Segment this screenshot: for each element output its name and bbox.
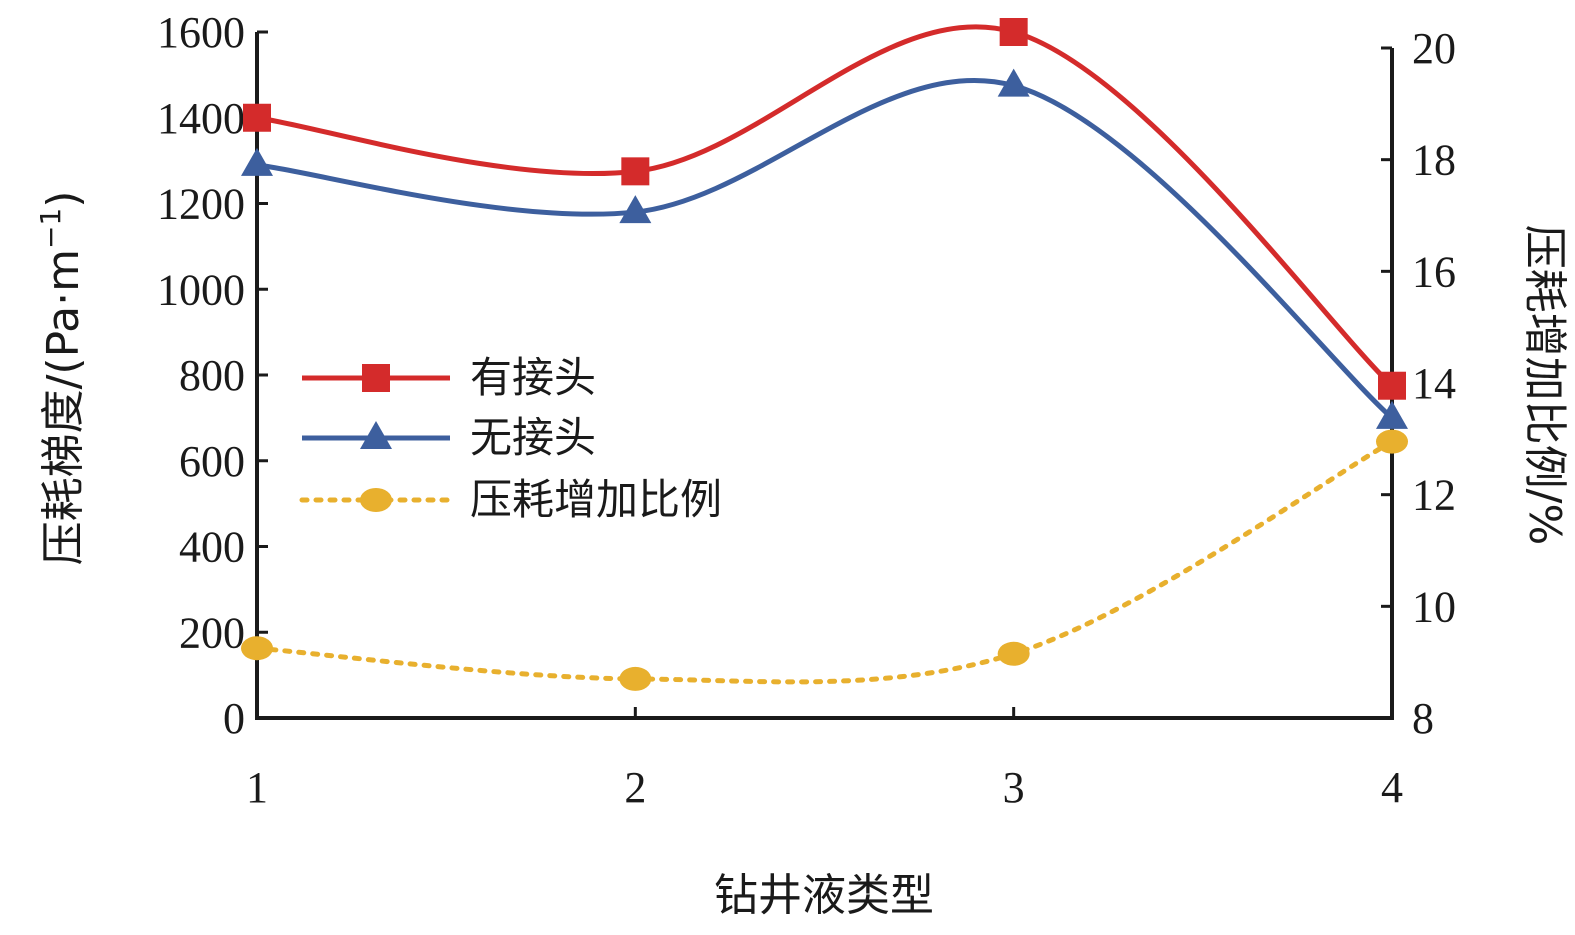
series-3-point <box>241 636 273 661</box>
left-y-tick-label: 1000 <box>157 265 245 314</box>
series-1-point <box>999 18 1028 46</box>
axes <box>255 32 1394 720</box>
plot-lines <box>254 24 1395 685</box>
left-y-tick-label: 400 <box>179 523 245 572</box>
series-1-point <box>1378 371 1406 400</box>
series-3-point <box>997 641 1030 666</box>
series-2-point <box>1376 400 1408 429</box>
series-2-point <box>997 68 1030 97</box>
series-3-point <box>619 666 652 691</box>
legend-label-2: 无接头 <box>470 413 596 462</box>
right-y-tick-label: 10 <box>1412 582 1456 631</box>
left-y-tick-label: 1600 <box>157 8 245 57</box>
x-axis-title: 钻井液类型 <box>714 870 934 921</box>
left-y-tick-label: 800 <box>179 351 245 400</box>
left-y-axis-title-superscript: −1 <box>34 208 67 249</box>
left-y-tick-label: 1200 <box>157 180 245 229</box>
legend-marker-1 <box>362 364 390 392</box>
right-y-tick-label: 12 <box>1412 471 1456 520</box>
right-y-tick-label: 16 <box>1412 247 1456 296</box>
right-y-tick-label: 18 <box>1412 136 1456 185</box>
x-tick-label: 1 <box>246 763 268 812</box>
series-line-2 <box>256 78 1394 420</box>
x-tick-label: 3 <box>1003 763 1025 812</box>
left-y-tick-label: 1400 <box>157 94 245 143</box>
legend-label-1: 有接头 <box>470 353 596 402</box>
x-tick-label: 4 <box>1381 763 1403 812</box>
legend-marker-3 <box>360 488 392 512</box>
left-y-axis-title: 压耗梯度/(Pa·m−1) <box>34 191 89 566</box>
series-2-point <box>619 195 652 224</box>
left-y-tick-label: 0 <box>223 694 245 743</box>
right-y-tick-label: 20 <box>1412 24 1456 73</box>
left-y-tick-label: 200 <box>179 608 245 657</box>
legend-label-3: 压耗增加比例 <box>470 475 722 524</box>
series-line-1 <box>256 24 1394 388</box>
right-y-tick-label: 14 <box>1412 359 1456 408</box>
right-y-tick-label: 8 <box>1412 694 1434 743</box>
left-y-tick-label: 600 <box>179 437 245 486</box>
left-y-axis-title-main: 压耗梯度/(Pa·m <box>38 249 89 565</box>
x-tick-label: 2 <box>624 763 646 812</box>
series-3-point <box>1376 429 1408 454</box>
series-1-point <box>243 103 271 132</box>
left-y-axis-title-close: ) <box>38 191 89 208</box>
series-2-point <box>241 147 273 176</box>
series-1-point <box>621 157 650 186</box>
markers <box>241 18 1408 691</box>
ticks: 0200400600800100012001400160081012141618… <box>157 8 1456 812</box>
legend-marker-2 <box>360 421 392 449</box>
right-y-axis-title: 压耗增加比例/% <box>1519 225 1570 546</box>
series-line-3 <box>254 439 1395 685</box>
